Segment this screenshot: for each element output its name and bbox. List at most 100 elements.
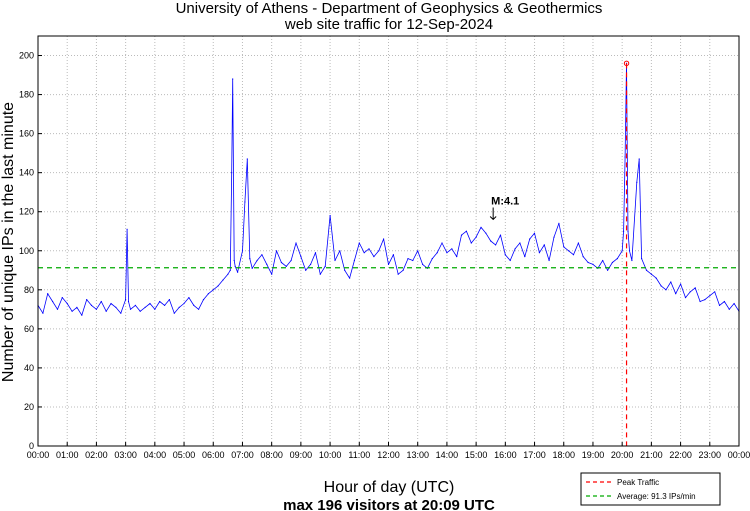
- traffic-data-point: [684, 297, 687, 299]
- traffic-data-point: [134, 304, 136, 306]
- traffic-data-point: [689, 291, 691, 293]
- y-tick-label: 120: [19, 207, 34, 217]
- traffic-data-point: [202, 299, 205, 301]
- traffic-data-point: [183, 302, 185, 305]
- traffic-data-point: [232, 78, 234, 80]
- traffic-data-point: [168, 299, 170, 301]
- y-tick-label: 200: [19, 51, 34, 61]
- x-tick-label: 00:00: [728, 450, 750, 460]
- traffic-data-point: [217, 285, 219, 287]
- traffic-data-point: [139, 310, 141, 312]
- traffic-data-point: [285, 265, 287, 267]
- traffic-data-point: [563, 246, 565, 248]
- traffic-data-point: [231, 172, 233, 174]
- traffic-data-point: [363, 252, 365, 254]
- traffic-data-point: [490, 240, 492, 242]
- traffic-data-point: [42, 312, 44, 314]
- y-tick-label: 100: [19, 246, 34, 256]
- traffic-data-point: [607, 269, 609, 271]
- y-tick-label: 20: [24, 402, 34, 412]
- traffic-data-point: [538, 252, 541, 254]
- peak-line-group: [623, 60, 630, 446]
- traffic-data-point: [339, 250, 341, 252]
- traffic-data-point: [392, 254, 394, 256]
- traffic-data-point: [670, 281, 672, 283]
- x-tick-label: 11:00: [348, 450, 370, 460]
- traffic-data-point: [310, 263, 312, 265]
- traffic-data-point: [611, 261, 614, 264]
- traffic-data-point: [56, 308, 59, 310]
- traffic-data-point: [233, 259, 235, 262]
- traffic-data-point: [397, 273, 399, 275]
- traffic-data-point: [229, 269, 231, 271]
- traffic-data-point: [105, 310, 107, 312]
- chart-title-line1: University of Athens - Department of Geo…: [176, 0, 603, 17]
- y-tick-label: 0: [29, 441, 34, 451]
- x-tick-label: 14:00: [436, 450, 459, 460]
- traffic-data-point: [623, 230, 625, 232]
- x-tick-label: 19:00: [582, 450, 605, 460]
- x-tick-label: 06:00: [202, 450, 225, 460]
- y-tick-label: 140: [19, 168, 34, 178]
- legend-average-label: Average: 91.3 IPs/min: [617, 492, 696, 501]
- traffic-data-point: [624, 156, 626, 158]
- traffic-data-point: [368, 248, 370, 250]
- traffic-data-point: [723, 300, 726, 303]
- traffic-data-point: [718, 304, 721, 306]
- traffic-data-point: [244, 201, 246, 203]
- chart-subtitle: max 196 visitors at 20:09 UTC: [283, 497, 495, 511]
- chart-title-line2: web site traffic for 12-Sep-2024: [284, 16, 493, 33]
- traffic-data-point: [164, 304, 166, 306]
- y-tick-label: 60: [24, 324, 34, 334]
- traffic-data-point: [349, 277, 351, 279]
- traffic-data-point: [627, 230, 629, 232]
- traffic-data-point: [305, 269, 307, 271]
- traffic-data-point: [475, 236, 477, 238]
- traffic-data-point: [628, 250, 631, 252]
- traffic-data-point: [582, 256, 584, 258]
- traffic-data-point: [334, 259, 336, 262]
- traffic-data-point: [188, 297, 190, 299]
- traffic-data-point: [126, 228, 128, 230]
- x-tick-label: 00:00: [27, 450, 50, 460]
- traffic-data-point: [631, 259, 633, 262]
- traffic-data-point: [436, 252, 438, 254]
- legend: Peak Traffic Average: 91.3 IPs/min: [580, 472, 721, 506]
- traffic-data-point: [47, 293, 49, 295]
- traffic-data-point: [592, 263, 594, 265]
- traffic-data-point: [417, 250, 419, 252]
- traffic-data-point: [261, 254, 263, 256]
- traffic-data-point: [207, 293, 209, 295]
- x-tick-label: 18:00: [552, 450, 575, 460]
- x-tick-label: 01:00: [56, 450, 79, 460]
- traffic-data-point: [422, 263, 424, 265]
- traffic-data-point: [568, 250, 570, 252]
- y-tick-labels: 0 20 40 60 80 100 120 140 160 180 200: [19, 51, 42, 451]
- traffic-data-point: [154, 308, 156, 310]
- traffic-data-point: [324, 265, 326, 267]
- annotation-group: M:4.1: [489, 195, 519, 221]
- traffic-data-point: [280, 261, 282, 264]
- y-tick-label: 180: [19, 90, 34, 100]
- traffic-data-point: [714, 291, 716, 293]
- x-tick-label: 10:00: [319, 450, 342, 460]
- traffic-data-point: [212, 289, 214, 291]
- x-tick-label: 15:00: [465, 450, 488, 460]
- traffic-data-point: [694, 287, 696, 289]
- traffic-data-point: [266, 263, 268, 265]
- traffic-data-point: [665, 289, 667, 291]
- traffic-data-point: [173, 312, 175, 314]
- traffic-data-point: [300, 256, 302, 258]
- traffic-data-point: [485, 232, 487, 234]
- traffic-data-point: [638, 158, 640, 160]
- traffic-data-point: [90, 304, 93, 306]
- y-tick-label: 80: [24, 285, 34, 295]
- traffic-data-point: [127, 300, 130, 303]
- traffic-data-point: [246, 158, 248, 160]
- traffic-data-point: [499, 234, 502, 236]
- traffic-data-point: [378, 250, 380, 252]
- traffic-data-point: [548, 259, 550, 262]
- traffic-data-point: [480, 226, 482, 228]
- traffic-data-point: [402, 269, 404, 271]
